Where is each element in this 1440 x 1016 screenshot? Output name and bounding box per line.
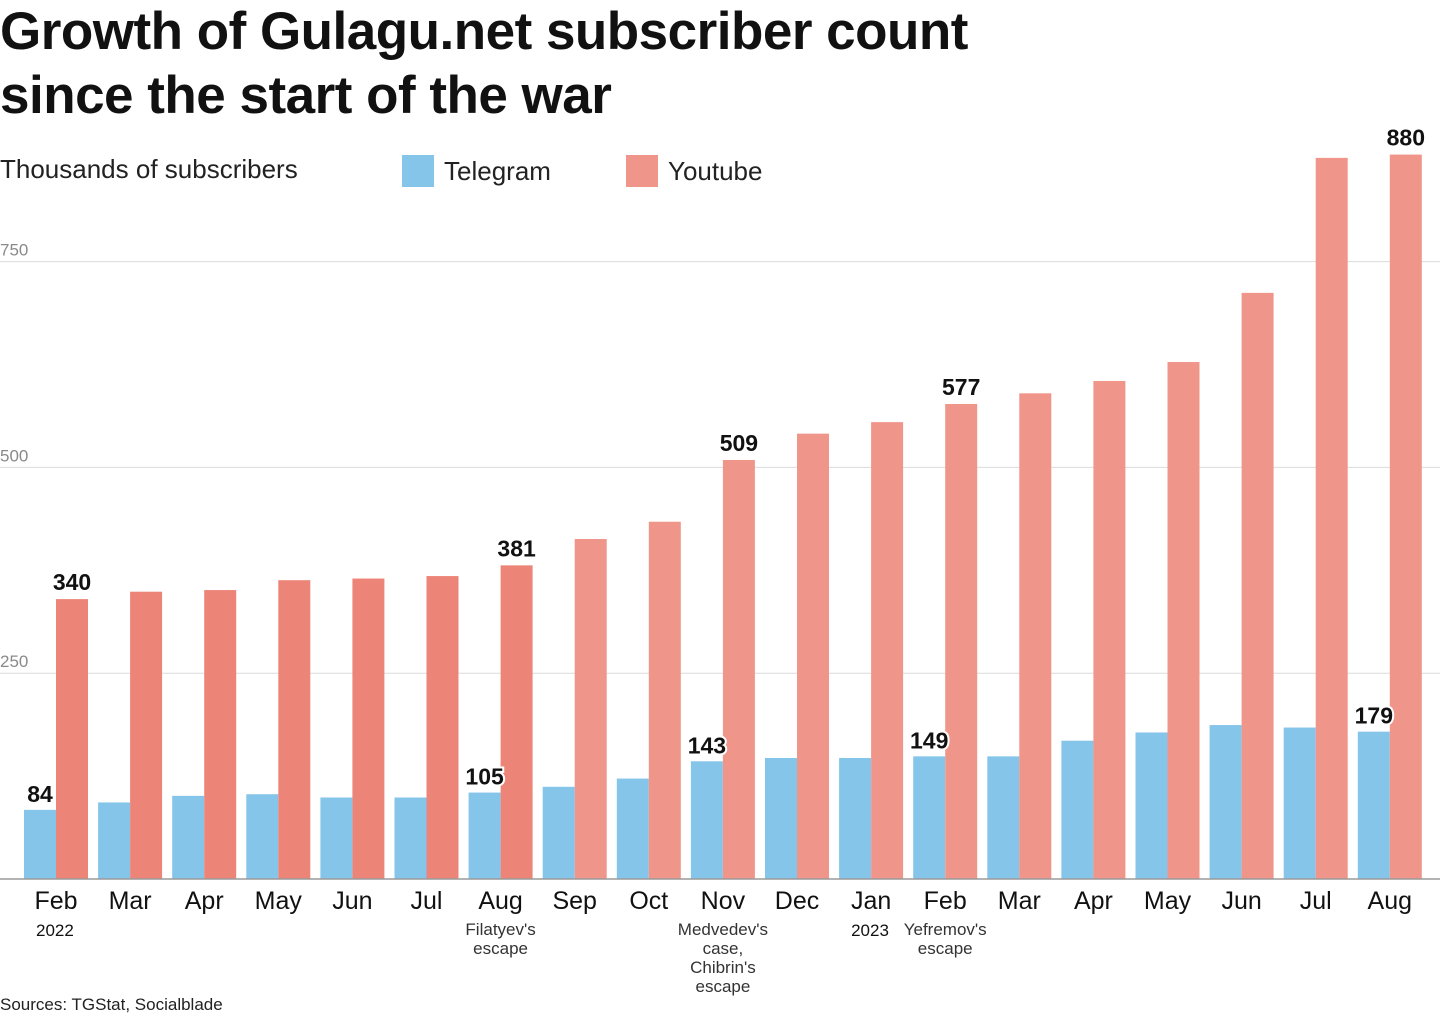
youtube-value-label: 381 (497, 535, 536, 561)
x-tick-label: Apr (185, 887, 224, 915)
youtube-bar (130, 591, 163, 879)
legend-label-youtube: Youtube (668, 155, 763, 186)
x-tick-label: Oct (629, 887, 668, 915)
telegram-bar (246, 794, 279, 879)
x-tick-label: Aug (1368, 887, 1412, 915)
telegram-bar (98, 802, 131, 879)
legend-item-youtube: Youtube (626, 154, 762, 188)
x-tick-label: Jun (332, 887, 372, 915)
youtube-bar (500, 565, 533, 879)
telegram-bar (468, 792, 501, 879)
youtube-value-label: 577 (942, 374, 980, 400)
youtube-bar (1019, 393, 1052, 879)
event-annotation: escape (695, 977, 750, 996)
youtube-bar (204, 590, 237, 879)
year-label: 2022 (36, 921, 74, 940)
telegram-bar (1135, 732, 1168, 879)
youtube-bar (352, 578, 385, 879)
legend-swatch-telegram (402, 155, 434, 187)
x-tick-label: Dec (775, 887, 819, 915)
youtube-bar (945, 404, 978, 879)
telegram-value-label: 84 (27, 781, 53, 807)
telegram-bar (616, 778, 649, 879)
legend-item-telegram: Telegram (402, 154, 551, 188)
youtube-bar (56, 599, 88, 879)
x-tick-label: May (255, 887, 303, 915)
event-annotation: Medvedev's (678, 920, 768, 939)
youtube-bar (278, 580, 311, 879)
x-tick-label: May (1144, 887, 1192, 915)
y-tick-label: 250 (0, 652, 28, 671)
telegram-bar (172, 795, 205, 879)
chart-title: Growth of Gulagu.net subscriber count si… (0, 0, 1100, 128)
telegram-bar (394, 797, 427, 879)
event-annotation: escape (473, 939, 528, 958)
telegram-bar (987, 756, 1020, 879)
x-tick-label: Jul (1300, 887, 1332, 915)
x-tick-label: Jan (851, 887, 891, 915)
x-tick-label: Jun (1221, 887, 1261, 915)
telegram-value-label: 105 (465, 764, 504, 790)
telegram-bar (765, 757, 797, 879)
year-label: 2023 (851, 921, 889, 940)
youtube-bar (1241, 292, 1274, 879)
y-tick-label: 750 (0, 241, 28, 260)
y-tick-label: 500 (0, 446, 28, 465)
event-annotation: escape (918, 939, 973, 958)
event-annotation: Yefremov's (904, 920, 987, 939)
x-tick-label: Feb (34, 887, 77, 915)
youtube-bar (797, 433, 829, 879)
youtube-bar (871, 422, 904, 879)
youtube-value-label: 509 (720, 430, 758, 456)
telegram-bar (1283, 727, 1316, 879)
chart-subtitle: Thousands of subscribers (0, 154, 298, 184)
youtube-value-label: 340 (53, 569, 91, 595)
youtube-bar (1093, 380, 1126, 879)
youtube-value-label: 880 (1387, 125, 1425, 151)
telegram-bar (913, 756, 946, 879)
youtube-bar (722, 459, 755, 879)
event-annotation: Chibrin's (690, 958, 756, 977)
youtube-bar (648, 521, 681, 879)
x-tick-label: Nov (701, 887, 746, 915)
telegram-bar (24, 809, 56, 879)
event-annotation: case, (703, 939, 744, 958)
telegram-value-label: 143 (688, 732, 726, 758)
telegram-bar (1357, 731, 1390, 879)
x-tick-label: Aug (478, 887, 522, 915)
chart-title-line1: Growth of Gulagu.net subscriber count (0, 2, 968, 61)
source-note: Sources: TGStat, Socialblade (0, 995, 223, 1014)
telegram-bar (542, 786, 575, 879)
youtube-bar (1315, 157, 1348, 879)
telegram-bar (1061, 740, 1094, 879)
youtube-bar (426, 576, 459, 879)
chart-title-line2: since the start of the war (0, 66, 612, 125)
telegram-bar (690, 761, 723, 879)
telegram-value-label: 179 (1355, 703, 1393, 729)
telegram-bar (320, 797, 353, 879)
telegram-value-label: 149 (910, 727, 948, 753)
x-tick-label: Feb (924, 887, 967, 915)
legend-swatch-youtube (626, 155, 658, 187)
telegram-bar (1209, 725, 1242, 879)
youtube-bar (1389, 154, 1422, 880)
x-tick-label: Mar (109, 887, 152, 915)
event-annotation: Filatyev's (465, 920, 535, 939)
legend-label-telegram: Telegram (444, 155, 551, 186)
youtube-bar (1167, 362, 1200, 879)
x-tick-label: Mar (998, 887, 1041, 915)
x-tick-label: Sep (552, 887, 596, 915)
youtube-bar (574, 539, 607, 879)
x-tick-label: Apr (1074, 887, 1113, 915)
x-tick-label: Jul (411, 887, 443, 915)
telegram-bar (839, 757, 872, 879)
